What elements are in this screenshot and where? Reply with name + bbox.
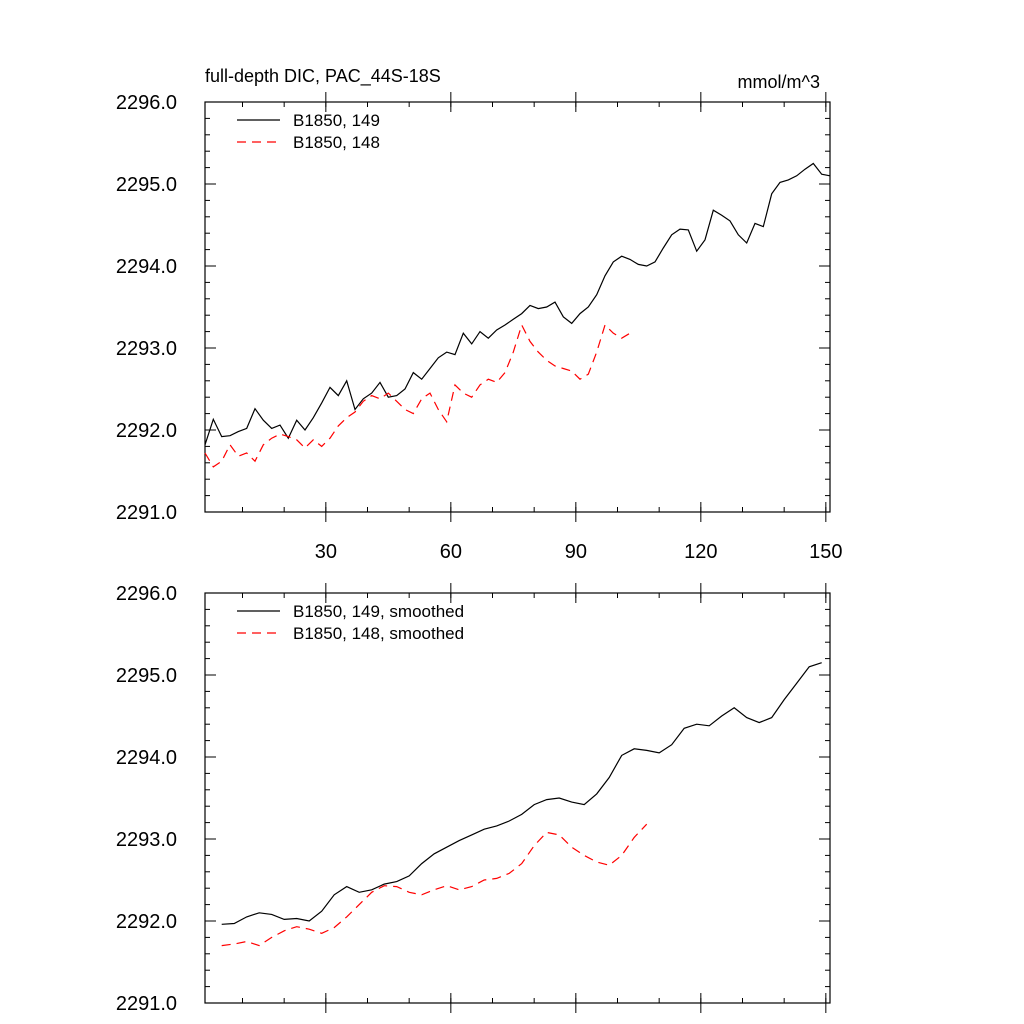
- bottom-panel: 2291.0 2292.0 2293.0 2294.0 2295.0 2296.0 B185…: [116, 583, 831, 1015]
- legend-label: B1850, 149, smoothed: [293, 602, 464, 621]
- legend-label: B1850, 149: [293, 111, 380, 130]
- x-tick-label: 90: [565, 541, 587, 563]
- series-line-2: [204, 323, 631, 468]
- y-tick-label: 2291.0: [116, 993, 177, 1015]
- legend-label: B1850, 148, smoothed: [293, 624, 464, 643]
- x-tick-label: 120: [684, 541, 717, 563]
- y-tick-label: 2294.0: [116, 747, 177, 769]
- chart-title: full-depth DIC, PAC_44S-18S: [205, 66, 441, 87]
- series-line-1: [204, 162, 831, 445]
- units-label: mmol/m^3: [738, 72, 820, 92]
- y-tick-label: 2294.0: [116, 256, 177, 278]
- y-tick-label: 2295.0: [116, 665, 177, 687]
- y-tick-label: 2293.0: [116, 829, 177, 851]
- plot-frame: [204, 101, 831, 513]
- x-tick-label: 150: [809, 541, 842, 563]
- y-tick-label: 2296.0: [116, 583, 177, 605]
- y-tick-label: 2296.0: [116, 92, 177, 114]
- legend-label: B1850, 148: [293, 133, 380, 152]
- y-tick-label: 2292.0: [116, 420, 177, 442]
- y-tick-label: 2292.0: [116, 911, 177, 933]
- plot-frame: [204, 592, 831, 1004]
- series-line-2: [221, 823, 648, 947]
- y-tick-label: 2291.0: [116, 502, 177, 524]
- y-tick-label: 2295.0: [116, 174, 177, 196]
- x-tick-label: 60: [440, 541, 462, 563]
- top-panel: 2291.0 2292.0 2293.0 2294.0 2295.0 2296.0 30 60…: [116, 66, 843, 563]
- series-line-1: [221, 662, 822, 925]
- y-tick-label: 2293.0: [116, 338, 177, 360]
- x-tick-label: 30: [315, 541, 337, 563]
